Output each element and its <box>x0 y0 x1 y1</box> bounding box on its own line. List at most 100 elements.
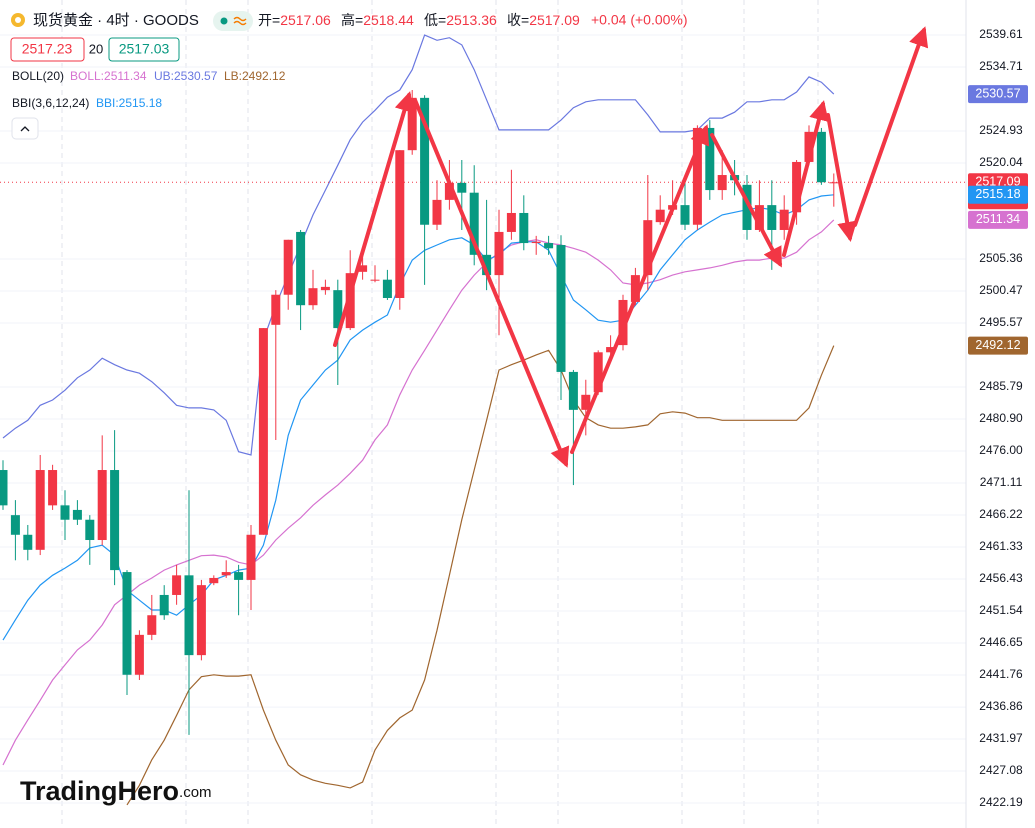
y-tick-label: 2427.08 <box>979 763 1023 777</box>
annotation-arrows <box>333 26 929 468</box>
ohlc-value: 2517.09 <box>529 12 580 28</box>
candle-body <box>246 534 256 580</box>
candle-body <box>221 572 231 576</box>
candle-body <box>544 243 554 249</box>
candle-body <box>10 515 20 535</box>
bid-box[interactable] <box>10 37 85 62</box>
watermark-suffix: .com <box>179 784 212 801</box>
candle-body <box>742 184 752 230</box>
price-tag <box>968 336 1028 355</box>
candle-body <box>0 470 8 506</box>
candle-body <box>444 182 454 200</box>
y-tick-label: 2446.65 <box>979 635 1023 649</box>
candle-body <box>494 231 504 276</box>
y-tick-label: 2456.43 <box>979 571 1023 585</box>
candle-body <box>432 199 442 225</box>
y-tick-label: 2524.93 <box>979 123 1023 137</box>
ohlc-value: 2517.06 <box>280 12 331 28</box>
ohlc-key: 低= <box>424 12 446 28</box>
ohlc-key: 开= <box>258 12 280 28</box>
candle-body <box>655 209 665 223</box>
candle-body <box>159 594 169 616</box>
candle-body <box>420 97 430 225</box>
y-tick-label: 2500.47 <box>979 283 1023 297</box>
market-dot <box>220 17 228 25</box>
y-tick-label: 2485.79 <box>979 379 1023 393</box>
market-status[interactable] <box>213 11 253 31</box>
price-tags: 2530.572517.0903:05:272515.182511.342492… <box>968 85 1028 355</box>
candle-body <box>779 209 789 230</box>
spread: 20 <box>89 41 103 56</box>
candle-body <box>717 175 727 191</box>
candle-body <box>606 347 616 353</box>
y-tick-label: 2520.04 <box>979 155 1023 169</box>
price-tag-label: 2511.34 <box>976 212 1020 226</box>
candle-body <box>48 470 58 506</box>
candle-body <box>147 615 157 635</box>
y-tick-label: 2505.36 <box>979 251 1023 265</box>
change: +0.04 (+0.00%) <box>591 12 688 28</box>
market-icon <box>233 16 247 26</box>
ohlc-item: 收=2517.09 <box>507 12 580 28</box>
y-tick-label: 2476.00 <box>979 443 1023 457</box>
candle-body <box>60 505 70 520</box>
price-tag-label: 2515.18 <box>975 187 1020 201</box>
candle-body <box>370 279 380 281</box>
candle-body <box>258 328 268 535</box>
candle-body <box>172 575 182 595</box>
candle-body <box>72 509 82 520</box>
y-tick-label: 2422.19 <box>979 795 1023 809</box>
candle-body <box>85 519 95 541</box>
legend-bbi-value: BBI:2515.18 <box>96 96 162 110</box>
indicator-line <box>2 194 834 641</box>
ohlc-item: 低=2513.36 <box>424 12 497 28</box>
candle-body <box>630 275 640 302</box>
candle-body <box>122 572 132 675</box>
candle-body <box>283 239 293 295</box>
candle-body <box>134 634 144 675</box>
y-tick-label: 2480.90 <box>979 411 1023 425</box>
ohlc-item: 高=2518.44 <box>341 12 414 28</box>
candle-body <box>196 585 206 656</box>
candle-body <box>97 470 107 541</box>
legend-boll-ub: UB:2530.57 <box>154 69 218 83</box>
ohlc-value: 2513.36 <box>446 12 497 28</box>
symbol-icon-dot <box>15 17 21 23</box>
legend-boll-lb: LB:2492.12 <box>224 69 286 83</box>
ohlc-value: 2518.44 <box>363 12 414 28</box>
candle-body <box>407 97 417 151</box>
candle-body <box>643 220 653 276</box>
candle-body <box>804 131 814 162</box>
candle-body <box>358 265 368 272</box>
collapse-button[interactable] <box>11 117 39 140</box>
ask-box[interactable] <box>108 37 180 62</box>
candle-body <box>333 290 343 329</box>
candle-body <box>320 286 330 291</box>
candle-body <box>23 534 33 550</box>
candle-body <box>581 394 591 410</box>
candle-body <box>767 205 777 230</box>
price-tag-label: 2530.57 <box>975 86 1020 100</box>
y-tick-label: 2466.22 <box>979 507 1023 521</box>
candle-body <box>519 212 529 244</box>
indicator-line <box>2 219 835 766</box>
candle-body <box>184 575 194 656</box>
y-tick-label: 2495.57 <box>979 315 1023 329</box>
candle-body <box>35 470 45 550</box>
candle-body <box>692 127 702 225</box>
watermark: TradingHero.com <box>20 776 212 806</box>
price-tag <box>968 85 1028 104</box>
candle-body <box>680 205 690 225</box>
indicator-line <box>126 345 835 806</box>
ohlc-key: 高= <box>341 12 363 28</box>
candle-body <box>829 182 839 184</box>
legend-boll: BOLL(20) <box>12 69 64 83</box>
symbol-title: 现货黄金 · 4时 · GOODS <box>33 12 199 29</box>
candle-body <box>816 131 826 183</box>
candle-body <box>482 254 492 276</box>
y-tick-label: 2431.97 <box>979 731 1023 745</box>
ask: 2517.03 <box>119 41 170 57</box>
candle-body <box>593 352 603 393</box>
